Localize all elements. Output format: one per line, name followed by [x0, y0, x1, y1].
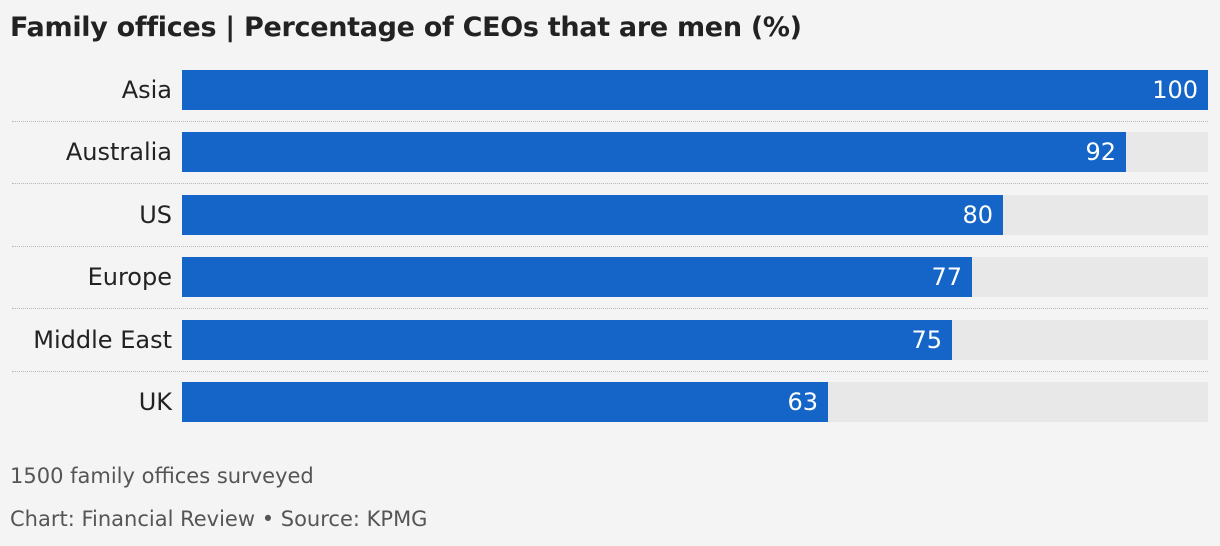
- chart-title: Family offices | Percentage of CEOs that…: [10, 12, 802, 43]
- bar: 63: [182, 382, 828, 422]
- bar-track: 63: [182, 382, 1208, 422]
- category-label: Asia: [121, 76, 172, 104]
- category-label: US: [139, 201, 172, 229]
- bar-track: 75: [182, 320, 1208, 360]
- bar-row: Middle East 75: [0, 320, 1220, 360]
- bar: 100: [182, 70, 1208, 110]
- row-divider: [12, 371, 1208, 372]
- bar: 77: [182, 257, 972, 297]
- bar-row: UK 63: [0, 382, 1220, 422]
- bar-value-label: 100: [1152, 76, 1198, 104]
- category-label: Europe: [87, 263, 172, 291]
- bar-row: Asia 100: [0, 70, 1220, 110]
- bar-track: 92: [182, 132, 1208, 172]
- bar-track: 100: [182, 70, 1208, 110]
- bar-row: US 80: [0, 195, 1220, 235]
- bar-value-label: 80: [962, 201, 993, 229]
- category-label: UK: [138, 388, 172, 416]
- bar-chart: Asia 100 Australia 92 US 80 Europe 77 Middle Eas…: [0, 70, 1220, 424]
- bar-row: Europe 77: [0, 257, 1220, 297]
- bar: 80: [182, 195, 1003, 235]
- source-credit: Chart: Financial Review • Source: KPMG: [10, 507, 428, 531]
- row-divider: [12, 308, 1208, 309]
- bar: 75: [182, 320, 952, 360]
- category-label: Australia: [65, 138, 172, 166]
- bar-track: 77: [182, 257, 1208, 297]
- row-divider: [12, 246, 1208, 247]
- bar-value-label: 92: [1085, 138, 1116, 166]
- bar-value-label: 63: [787, 388, 818, 416]
- bar-track: 80: [182, 195, 1208, 235]
- bar-value-label: 75: [911, 326, 942, 354]
- row-divider: [12, 121, 1208, 122]
- bar-row: Australia 92: [0, 132, 1220, 172]
- row-divider: [12, 183, 1208, 184]
- category-label: Middle East: [33, 326, 172, 354]
- bar: 92: [182, 132, 1126, 172]
- bar-value-label: 77: [931, 263, 962, 291]
- footnote: 1500 family offices surveyed: [10, 464, 314, 488]
